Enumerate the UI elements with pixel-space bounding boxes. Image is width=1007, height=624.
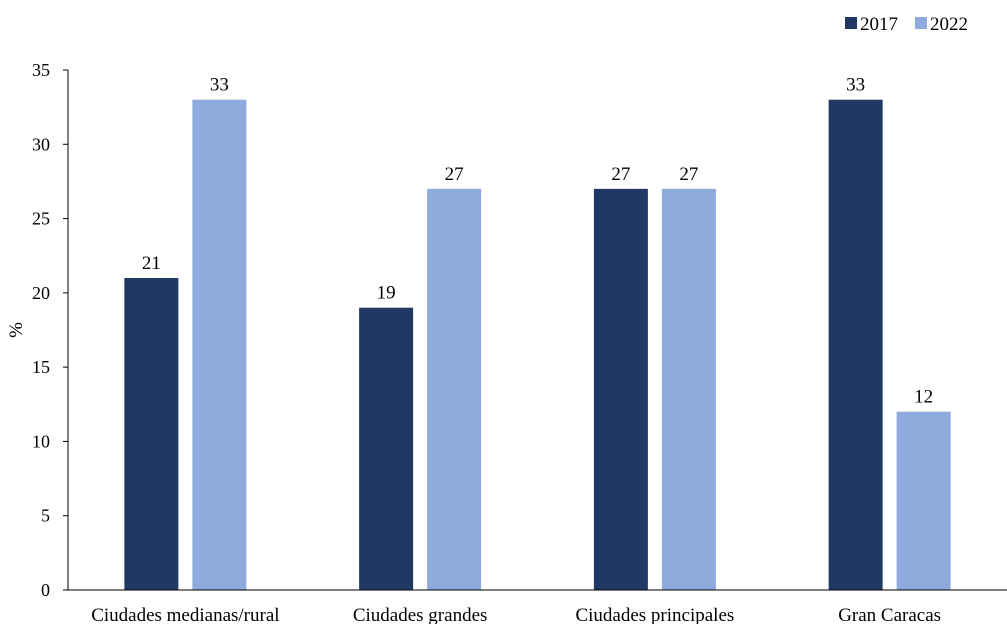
bar-2017-2 [593,188,648,590]
bar-2022-0 [192,99,247,590]
bar-2017-0 [124,278,179,590]
data-label-2022-3: 12 [914,387,933,408]
bars [124,99,951,590]
data-label-2022-0: 33 [210,75,229,96]
y-tick-label: 25 [32,209,50,229]
data-label-2022-1: 27 [445,164,464,185]
legend-label-2017: 2017 [860,14,898,35]
bar-2022-1 [427,188,482,590]
y-axis-ticks: 0 5 10 15 20 25 30 35 [32,60,68,600]
data-label-2017-0: 21 [142,253,161,274]
bar-2022-3 [896,411,951,590]
bar-2017-3 [828,99,883,590]
data-labels: 21 33 19 27 27 27 33 12 [142,75,933,408]
data-label-2017-3: 33 [846,75,865,96]
y-tick-label: 20 [32,283,50,303]
category-label: Ciudades principales [575,605,734,624]
legend-swatch-2017 [845,17,857,29]
y-tick-label: 0 [41,580,50,600]
x-axis-categories: Ciudades medianas/rural Ciudades grandes C… [91,605,941,624]
legend-label-2022: 2022 [930,14,968,35]
y-tick-label: 10 [32,431,50,451]
y-tick-label: 35 [32,60,50,80]
y-tick-label: 30 [32,134,50,154]
bar-2022-2 [661,188,716,590]
category-label: Ciudades grandes [353,605,488,624]
data-label-2017-1: 19 [377,283,396,304]
data-label-2017-2: 27 [611,164,630,185]
y-tick-label: 5 [41,506,50,526]
category-label: Gran Caracas [838,605,941,624]
legend-swatch-2022 [915,17,927,29]
legend: 2017 2022 [845,14,968,35]
bar-2017-1 [359,307,414,590]
y-axis-title: % [6,322,27,338]
data-label-2022-2: 27 [679,164,698,185]
category-label: Ciudades medianas/rural [91,605,279,624]
y-tick-label: 15 [32,357,50,377]
